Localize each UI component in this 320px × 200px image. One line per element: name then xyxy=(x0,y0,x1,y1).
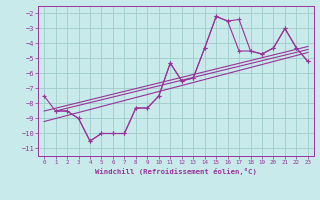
X-axis label: Windchill (Refroidissement éolien,°C): Windchill (Refroidissement éolien,°C) xyxy=(95,168,257,175)
